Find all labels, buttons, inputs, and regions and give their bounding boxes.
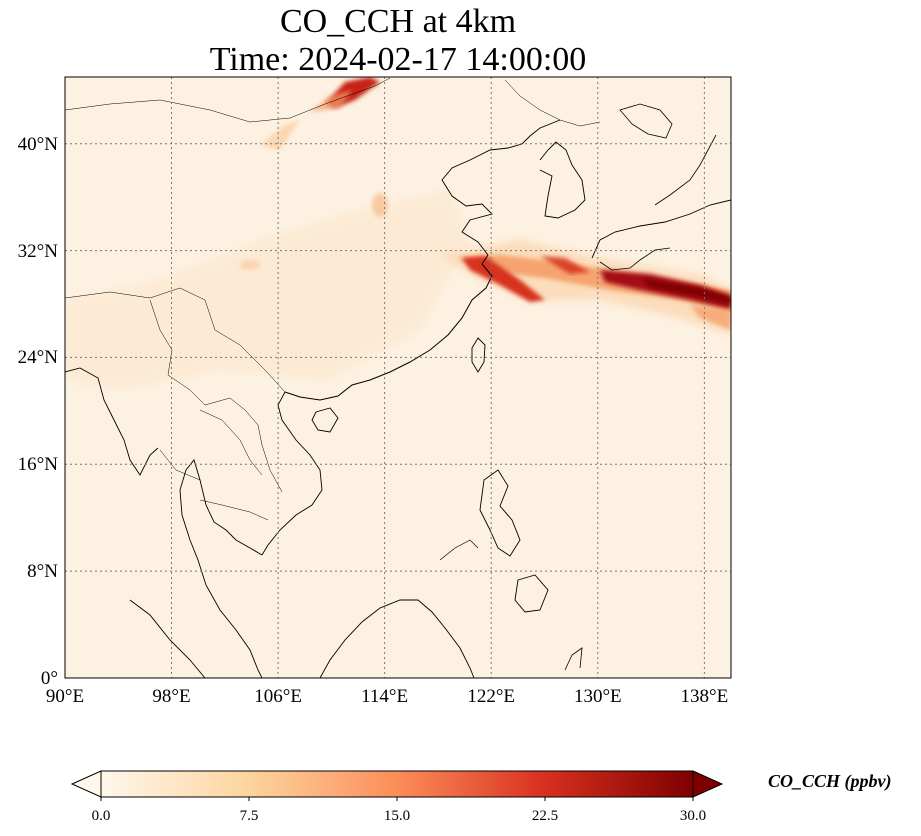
colorbar-gradient: [100, 770, 694, 798]
colorbar-label: CO_CCH (ppbv): [768, 771, 892, 792]
colorbar-tick-label: 0.0: [92, 808, 111, 824]
lat-tick-label: 24°N: [18, 347, 59, 368]
map-time-subtitle: Time: 2024-02-17 14:00:00: [209, 41, 587, 78]
colorbar-extend-min: [70, 770, 102, 798]
map-panel: [64, 76, 732, 679]
colorbar: 0.0 7.5 15.0 22.5 30.0 CO_CCH (ppbv): [70, 770, 892, 824]
colorbar-extend-max: [692, 770, 724, 798]
lon-tick-label: 138°E: [681, 686, 729, 707]
coastal-plume: [462, 256, 545, 302]
colorbar-tick-label: 7.5: [240, 808, 259, 824]
latitude-axis: 0° 8°N 16°N 24°N 32°N 40°N: [18, 134, 59, 689]
lat-tick-label: 40°N: [18, 134, 59, 155]
longitude-axis: 90°E 98°E 106°E 114°E 122°E 130°E 138°E: [46, 686, 728, 707]
map-title: CO_CCH at 4km: [279, 3, 517, 40]
gridlines: [65, 77, 731, 678]
lat-tick-label: 8°N: [27, 561, 58, 582]
lat-tick-label: 32°N: [18, 241, 59, 262]
lon-tick-label: 106°E: [254, 686, 302, 707]
colorbar-tick-label: 30.0: [680, 808, 706, 824]
country-borders: [65, 77, 601, 521]
lat-tick-label: 16°N: [18, 454, 59, 475]
lon-tick-label: 130°E: [574, 686, 622, 707]
lon-tick-label: 122°E: [467, 686, 515, 707]
colorbar-tick-label: 15.0: [384, 808, 410, 824]
colorbar-tick-label: 22.5: [532, 808, 558, 824]
map-frame: [64, 76, 732, 679]
lon-tick-label: 90°E: [46, 686, 84, 707]
lon-tick-label: 98°E: [152, 686, 190, 707]
lon-tick-label: 114°E: [361, 686, 408, 707]
lat-tick-label: 0°: [41, 668, 58, 689]
